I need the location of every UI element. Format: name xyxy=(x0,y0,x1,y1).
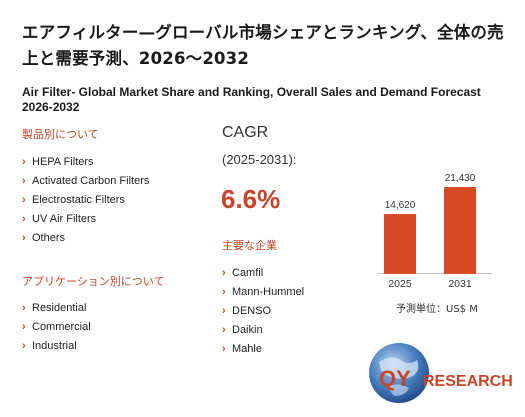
list-item[interactable]: › Industrial xyxy=(22,337,91,356)
chevron-right-icon: › xyxy=(22,321,26,333)
unit-label: 予測単位：US$ M xyxy=(396,304,478,315)
chevron-right-icon: › xyxy=(22,194,26,206)
list-item[interactable]: › Mann-Hummel xyxy=(222,283,304,302)
chart-value-label: 21,430 xyxy=(444,173,476,184)
list-item[interactable]: › UV Air Filters xyxy=(22,210,149,229)
chevron-right-icon: › xyxy=(22,232,26,244)
list-item[interactable]: › Electrostatic Filters xyxy=(22,191,149,210)
cagr-label: CAGR xyxy=(222,124,269,141)
list-item-label: Industrial xyxy=(32,340,77,352)
chevron-right-icon: › xyxy=(22,340,26,352)
chevron-right-icon: › xyxy=(222,343,226,355)
page-title: エアフィルター—グローバル市場シェアとランキング、全体の売上と需要予測、2026… xyxy=(22,23,504,68)
list-item[interactable]: › Daikin xyxy=(222,321,304,340)
logo-research-text: RESEARCH xyxy=(423,373,513,390)
chevron-right-icon: › xyxy=(22,302,26,314)
product-section-heading: 製品別について xyxy=(22,128,99,141)
application-section-heading: アプリケーション別について xyxy=(22,275,165,288)
list-item-label: UV Air Filters xyxy=(32,213,97,225)
chevron-right-icon: › xyxy=(22,156,26,168)
list-item[interactable]: › DENSO xyxy=(222,302,304,321)
cagr-period: (2025-2031): xyxy=(222,152,297,167)
list-item[interactable]: › HEPA Filters xyxy=(22,153,149,172)
list-item[interactable]: › Activated Carbon Filters xyxy=(22,172,149,191)
x-axis-line xyxy=(378,273,492,274)
list-item-label: Electrostatic Filters xyxy=(32,194,125,206)
companies-section-heading: 主要な企業 xyxy=(222,239,277,252)
chart-bar-2031 xyxy=(444,187,476,274)
chart-value-label: 14,620 xyxy=(384,200,416,211)
list-item[interactable]: › Mahle xyxy=(222,340,304,359)
list-item-label: HEPA Filters xyxy=(32,156,94,168)
chevron-right-icon: › xyxy=(222,267,226,279)
list-item[interactable]: › Commercial xyxy=(22,318,91,337)
continent-shape xyxy=(389,384,409,396)
list-item-label: Mahle xyxy=(232,343,262,355)
list-item-label: Activated Carbon Filters xyxy=(32,175,150,187)
chevron-right-icon: › xyxy=(222,305,226,317)
companies-list: › Camfil › Mann-Hummel › DENSO › Daikin › Mah… xyxy=(222,264,304,359)
list-item-label: Daikin xyxy=(232,324,263,336)
application-list: › Residential › Commercial › Industrial xyxy=(22,299,91,356)
logo-qy-text: QY xyxy=(379,366,411,391)
list-item-label: DENSO xyxy=(232,305,272,317)
list-item[interactable]: › Camfil xyxy=(222,264,304,283)
list-item-label: Camfil xyxy=(232,267,264,279)
chevron-right-icon: › xyxy=(222,324,226,336)
chart-category-label: 2031 xyxy=(448,278,472,290)
chart-bar-2025 xyxy=(384,214,416,274)
list-item-label: Mann-Hummel xyxy=(232,286,305,298)
chevron-right-icon: › xyxy=(22,213,26,225)
list-item-label: Residential xyxy=(32,302,87,314)
list-item-label: Others xyxy=(32,232,66,244)
chart-category-label: 2025 xyxy=(388,278,412,290)
continent-shape xyxy=(379,357,419,379)
market-size-bar-chart: 14,620 2025 21,430 2031 xyxy=(370,160,500,290)
chevron-right-icon: › xyxy=(222,286,226,298)
page-subtitle: Air Filter- Global Market Share and Rank… xyxy=(22,85,481,114)
list-item[interactable]: › Residential xyxy=(22,299,91,318)
product-list: › HEPA Filters › Activated Carbon Filters … xyxy=(22,153,149,248)
qyresearch-logo: QY RESEARCH xyxy=(369,343,513,403)
chevron-right-icon: › xyxy=(22,175,26,187)
cagr-value: 6.6% xyxy=(221,184,281,214)
list-item[interactable]: › Others xyxy=(22,229,149,248)
list-item-label: Commercial xyxy=(32,321,91,333)
